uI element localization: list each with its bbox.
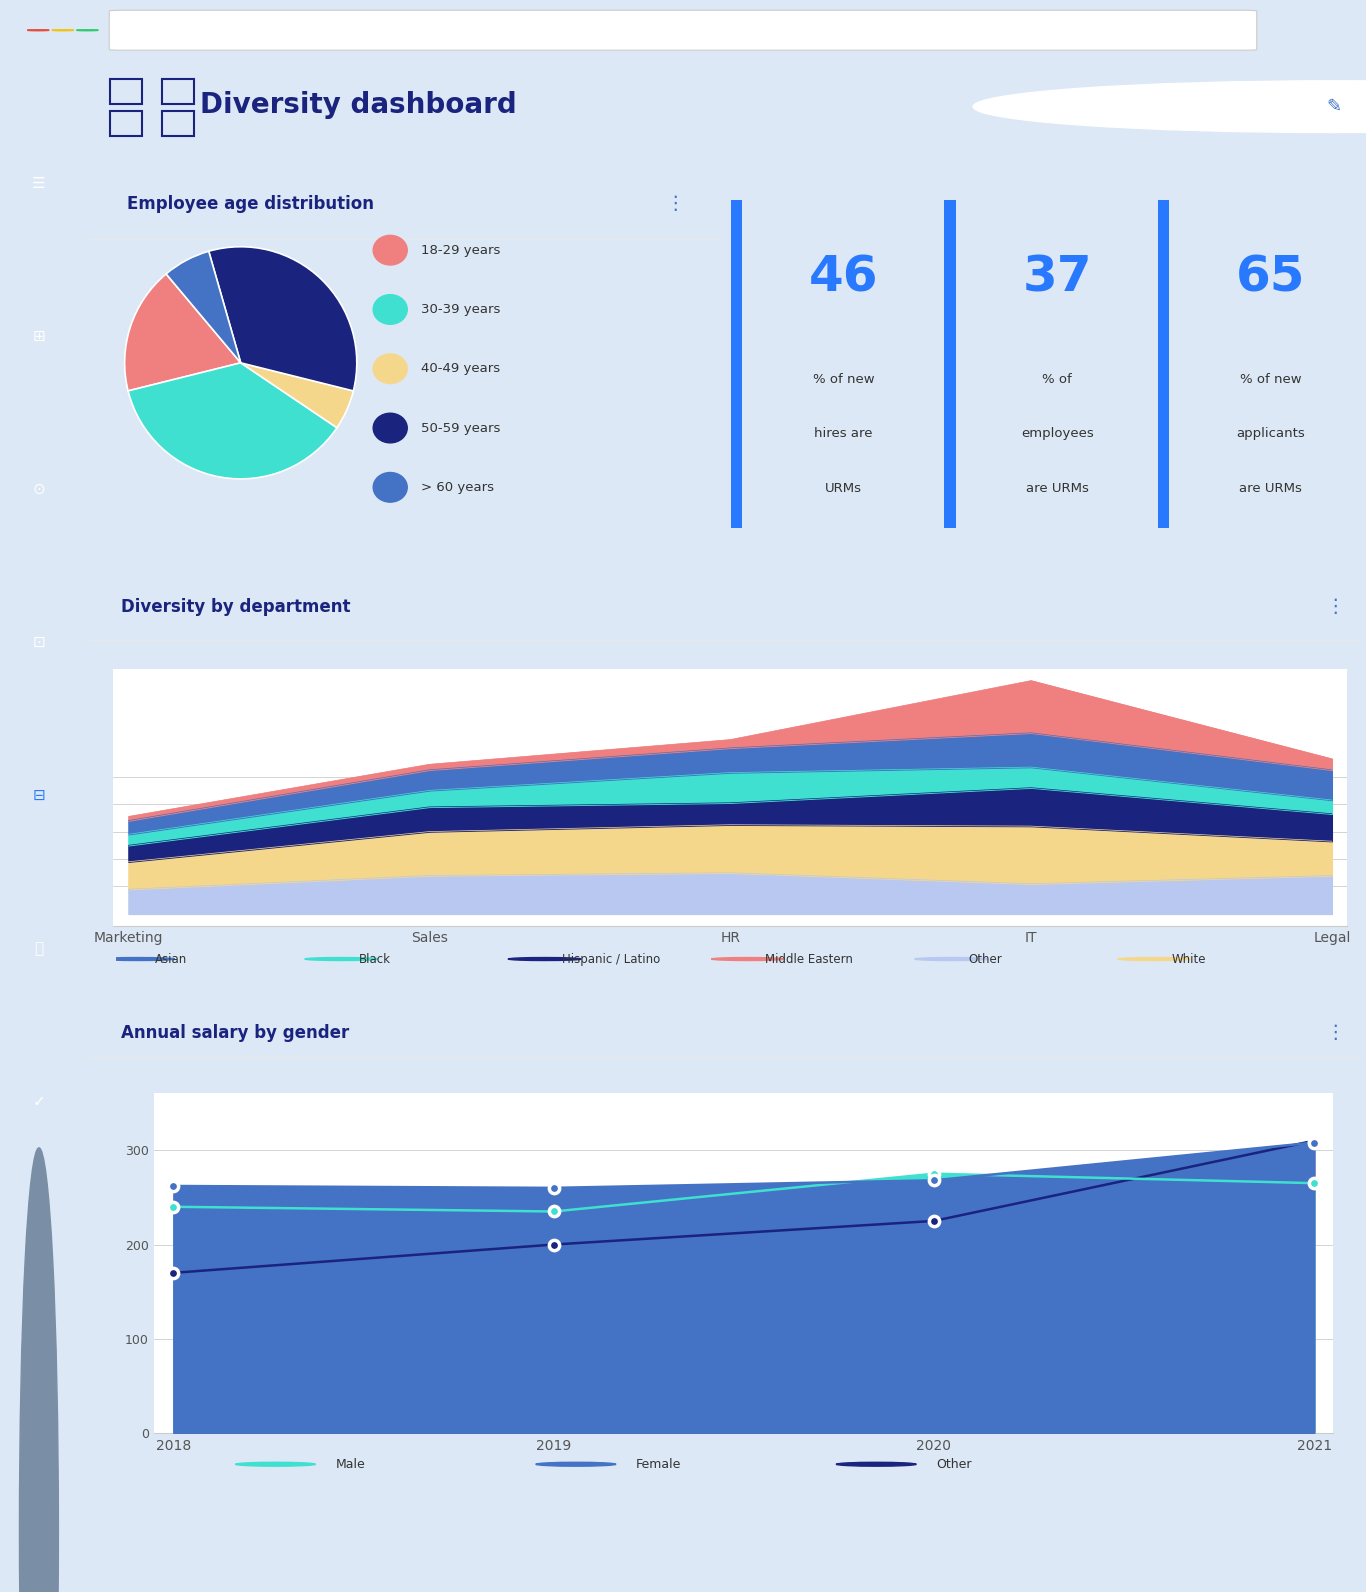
Text: ⋮: ⋮ [665, 194, 686, 213]
Point [923, 1208, 945, 1234]
Text: applicants: applicants [1236, 428, 1305, 441]
Bar [1158, 201, 1169, 527]
Wedge shape [128, 363, 337, 479]
Circle shape [712, 957, 784, 960]
Text: Black: Black [358, 952, 391, 965]
Text: Diversity by department: Diversity by department [120, 599, 350, 616]
Point [923, 1167, 945, 1192]
Text: 18-29 years: 18-29 years [421, 244, 500, 256]
Point [1303, 1129, 1325, 1154]
Wedge shape [167, 252, 240, 363]
Text: Other: Other [936, 1458, 971, 1471]
Circle shape [235, 1463, 316, 1466]
Circle shape [373, 295, 407, 325]
Bar [731, 201, 742, 527]
Point [163, 1194, 184, 1219]
Circle shape [373, 236, 407, 264]
Wedge shape [209, 247, 357, 392]
Text: ⊡: ⊡ [33, 635, 45, 650]
FancyBboxPatch shape [109, 10, 1257, 51]
Text: Female: Female [637, 1458, 682, 1471]
Point [163, 1173, 184, 1199]
Text: % of: % of [1042, 373, 1072, 385]
Text: > 60 years: > 60 years [421, 481, 494, 494]
Circle shape [305, 957, 378, 960]
Circle shape [373, 414, 407, 443]
Point [1303, 1130, 1325, 1156]
Text: % of new: % of new [1240, 373, 1302, 385]
Text: ⊞: ⊞ [33, 328, 45, 344]
Circle shape [19, 1148, 59, 1592]
Text: 50-59 years: 50-59 years [421, 422, 500, 435]
Text: 30-39 years: 30-39 years [421, 302, 500, 315]
Wedge shape [124, 274, 240, 392]
Circle shape [535, 1463, 616, 1466]
Text: Male: Male [336, 1458, 365, 1471]
Text: 37: 37 [1022, 255, 1091, 302]
Text: 65: 65 [1236, 255, 1306, 302]
Text: URMs: URMs [825, 482, 862, 495]
Text: Annual salary by gender: Annual salary by gender [120, 1024, 348, 1041]
Text: 📅: 📅 [34, 941, 44, 957]
Text: % of new: % of new [813, 373, 874, 385]
Text: Middle Eastern: Middle Eastern [765, 952, 852, 965]
Circle shape [373, 353, 407, 384]
Text: ⋮: ⋮ [1325, 1024, 1346, 1043]
Text: Asian: Asian [156, 952, 187, 965]
Point [923, 1161, 945, 1186]
Point [542, 1232, 564, 1258]
Text: Other: Other [968, 952, 1003, 965]
Text: ☰: ☰ [33, 175, 45, 191]
Text: Hispanic / Latino: Hispanic / Latino [561, 952, 660, 965]
Text: ✎: ✎ [1326, 97, 1341, 116]
Circle shape [508, 957, 582, 960]
Text: White: White [1172, 952, 1206, 965]
Wedge shape [240, 363, 354, 428]
Point [1303, 1170, 1325, 1196]
Circle shape [101, 957, 175, 960]
Text: Employee age distribution: Employee age distribution [127, 194, 374, 213]
Text: ⋮: ⋮ [1325, 597, 1346, 616]
Text: employees: employees [1020, 428, 1094, 441]
Point [542, 1199, 564, 1224]
Text: hires are: hires are [814, 428, 873, 441]
Text: Diversity dashboard: Diversity dashboard [201, 91, 516, 119]
Text: ⊙: ⊙ [33, 482, 45, 497]
Text: ✓: ✓ [33, 1094, 45, 1110]
Text: are URMs: are URMs [1026, 482, 1089, 495]
Circle shape [915, 957, 988, 960]
Bar [944, 201, 955, 527]
Text: 40-49 years: 40-49 years [421, 363, 500, 376]
Point [542, 1175, 564, 1200]
Text: 46: 46 [809, 255, 878, 302]
Point [163, 1261, 184, 1286]
Circle shape [836, 1463, 917, 1466]
Circle shape [1117, 957, 1191, 960]
Text: ⊟: ⊟ [33, 788, 45, 802]
Circle shape [373, 473, 407, 501]
Text: are URMs: are URMs [1239, 482, 1302, 495]
Circle shape [973, 81, 1366, 132]
